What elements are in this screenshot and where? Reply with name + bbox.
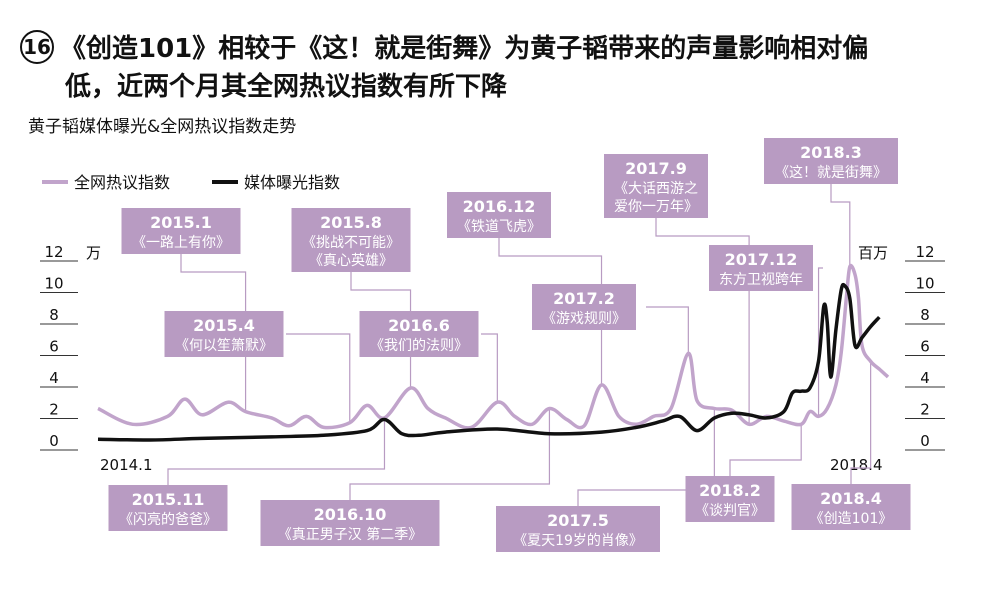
legend-label-exposure: 媒体曝光指数 <box>244 173 340 192</box>
annotation-date: 2015.1 <box>150 213 212 232</box>
chart-subtitle: 黄子韬媒体曝光&全网热议指数走势 <box>28 117 297 137</box>
annotation-leader <box>481 333 498 403</box>
right-tick-label: 12 <box>915 243 934 261</box>
annotation-background <box>108 485 228 531</box>
title-line-2: 低，近两个月其全网热议指数有所下降 <box>65 72 508 102</box>
left-tick-label: 10 <box>44 275 63 293</box>
annotation-leader <box>830 184 851 267</box>
left-tick-label: 4 <box>49 369 59 387</box>
annotation-text-2: 《真心英雄》 <box>309 252 393 269</box>
annotation-background <box>709 245 813 291</box>
right-tick-label: 6 <box>920 338 930 356</box>
annotation-box: 2015.8 《挑战不可能》《真心英雄》 <box>291 208 411 272</box>
annotation-text: 《大话西游之 <box>614 181 698 197</box>
annotation-date: 2016.10 <box>314 505 387 524</box>
annotation-leader <box>729 424 802 476</box>
annotation-background <box>496 506 660 552</box>
series-line-discussion <box>97 263 890 430</box>
annotation-background <box>121 208 241 254</box>
left-tick-label: 6 <box>49 338 59 356</box>
annotation-text: 《真正男子汉 第二季》 <box>278 526 422 543</box>
annotation-text: 《这！就是街舞》 <box>775 164 887 181</box>
left-tick-label: 8 <box>49 306 59 324</box>
annotation-text: 《挑战不可能》 <box>302 235 400 251</box>
annotation-background <box>447 192 551 238</box>
annotation-box: 2016.10 《真正男子汉 第二季》 <box>260 500 440 546</box>
annotation-box: 2015.1 《一路上有你》 <box>121 208 241 254</box>
annotation-date: 2018.2 <box>699 481 761 500</box>
annotation-text: 《我们的法则》 <box>370 338 468 354</box>
annotation-leader <box>286 333 351 423</box>
annotation-text: 东方卫视跨年 <box>719 272 803 288</box>
left-axis-unit: 万 <box>86 244 101 262</box>
figure-number: 16 <box>20 30 54 64</box>
annotation-date: 2017.9 <box>625 159 687 178</box>
annotation-date: 2015.11 <box>132 490 205 509</box>
annotation-background <box>164 311 284 357</box>
annotation-background <box>604 154 708 218</box>
annotation-background <box>791 484 911 530</box>
right-axis-unit: 百万 <box>858 244 888 262</box>
annotation-text: 《何以笙箫默》 <box>175 337 273 354</box>
annotation-text-2: 爱你一万年》 <box>614 199 698 215</box>
series-line-exposure <box>97 282 881 442</box>
left-tick-label: 0 <box>49 432 59 450</box>
annotation-leader <box>646 306 689 354</box>
annotation-text: 《创造101》 <box>810 511 893 527</box>
annotation-text: 《铁道飞虎》 <box>457 219 541 235</box>
annotation-date: 2018.4 <box>820 489 882 508</box>
annotation-date: 2016.6 <box>388 316 450 335</box>
annotation-box: 2017.2 《游戏规则》 <box>532 284 636 330</box>
annotation-box: 2018.2 《谈判官》 <box>685 476 775 522</box>
annotation-leader <box>850 361 872 484</box>
legend-label-discussion: 全网热议指数 <box>74 173 170 192</box>
annotation-box: 2017.12 东方卫视跨年 <box>709 245 813 291</box>
left-tick-label: 2 <box>49 401 59 419</box>
annotation-background <box>291 208 411 272</box>
annotation-box: 2015.11 《闪亮的爸爸》 <box>108 485 228 531</box>
annotation-text: 《一路上有你》 <box>132 235 230 251</box>
right-tick-label: 10 <box>915 275 934 293</box>
annotation-box: 2016.6 《我们的法则》 <box>359 311 479 357</box>
annotation-text: 《谈判官》 <box>695 503 765 519</box>
annotation-box: 2015.4 《何以笙箫默》 <box>164 311 284 357</box>
annotation-date: 2016.12 <box>463 197 536 216</box>
annotation-text: 《闪亮的爸爸》 <box>119 511 217 528</box>
annotation-box: 2016.12 《铁道飞虎》 <box>447 192 551 238</box>
right-tick-label: 0 <box>920 432 930 450</box>
right-tick-label: 4 <box>920 369 930 387</box>
annotation-date: 2017.2 <box>553 289 615 308</box>
annotation-background <box>260 500 440 546</box>
annotation-box: 2018.4 《创造101》 <box>791 484 911 530</box>
left-tick-label: 12 <box>44 243 63 261</box>
annotation-date: 2015.4 <box>193 316 255 335</box>
annotation-text: 《夏天19岁的肖像》 <box>513 533 643 549</box>
chart-title: 16 《创造101》相较于《这！就是街舞》为黄子韬带来的声量影响相对偏 低，近两个… <box>20 30 990 106</box>
annotation-background <box>685 476 775 522</box>
annotation-date: 2017.12 <box>725 250 798 269</box>
annotation-text: 《游戏规则》 <box>542 311 626 327</box>
annotation-date: 2017.5 <box>547 511 609 530</box>
title-line-1: 《创造101》相较于《这！就是街舞》为黄子韬带来的声量影响相对偏 <box>60 34 869 64</box>
x-end-label: 2018.4 <box>830 456 883 474</box>
annotation-date: 2018.3 <box>800 143 862 162</box>
right-tick-label: 2 <box>920 401 930 419</box>
right-tick-label: 8 <box>920 306 930 324</box>
annotation-background <box>764 138 898 184</box>
annotation-leader <box>577 408 715 506</box>
annotation-box: 2017.5 《夏天19岁的肖像》 <box>496 506 660 552</box>
annotation-leader <box>655 218 750 425</box>
x-start-label: 2014.1 <box>100 456 153 474</box>
annotation-leader <box>167 417 386 485</box>
annotation-background <box>359 311 479 357</box>
annotation-background <box>532 284 636 330</box>
annotation-leader <box>349 408 551 500</box>
annotation-box: 2018.3 《这！就是街舞》 <box>764 138 898 184</box>
annotation-date: 2015.8 <box>320 213 382 232</box>
